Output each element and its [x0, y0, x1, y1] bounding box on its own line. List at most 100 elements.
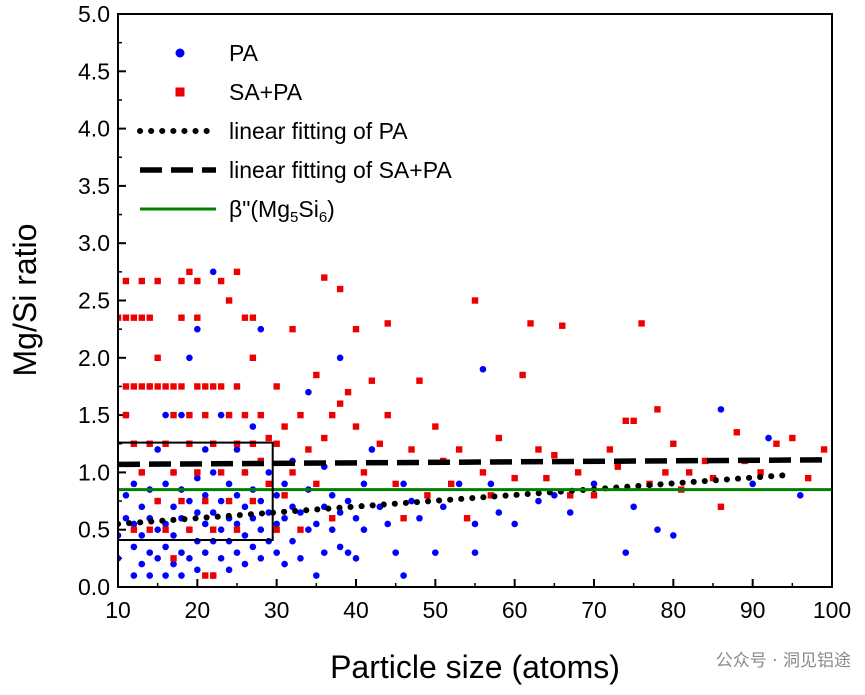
x-tick-label: 30: [264, 597, 290, 623]
sa-pa-point: [130, 314, 138, 321]
sa-pa-point: [614, 463, 621, 470]
x-tick-label: 50: [423, 597, 449, 623]
sa-pa-point: [122, 314, 130, 321]
sa-pa-point: [709, 474, 717, 482]
sa-pa-point: [210, 572, 217, 579]
legend-item: β"(Mg5Si6): [140, 196, 335, 226]
pa-point: [336, 543, 344, 551]
pa-point: [217, 526, 225, 533]
sa-pa-point: [297, 411, 304, 419]
sa-pa-point: [130, 526, 138, 533]
sa-pa-point: [495, 434, 502, 442]
x-tick-label: 80: [661, 597, 687, 623]
pa-point: [249, 423, 257, 430]
pa-point: [622, 549, 630, 556]
sa-pa-point: [590, 492, 598, 499]
pa-point: [130, 572, 138, 579]
pa-point: [495, 509, 503, 516]
sa-pa-point: [257, 411, 264, 419]
legend-item: linear fitting of SA+PA: [140, 157, 452, 183]
sa-pa-point: [154, 354, 161, 361]
legend-square-marker: [175, 87, 185, 97]
sa-pa-point: [654, 406, 661, 413]
sa-pa-point: [622, 417, 629, 425]
highlight-box: [118, 441, 274, 542]
pa-point: [471, 549, 479, 556]
sa-pa-point: [241, 411, 249, 419]
pa-point: [201, 492, 209, 499]
pa-point: [122, 514, 130, 522]
pa-point: [154, 446, 161, 453]
x-axis-title: Particle size (atoms): [330, 649, 620, 685]
sa-pa-point: [313, 371, 320, 379]
pa-point: [368, 446, 376, 453]
pa-point: [209, 509, 217, 516]
pa-point: [416, 514, 423, 522]
legend-label-text: SA+PA: [229, 79, 303, 105]
x-tick-label: 90: [740, 597, 766, 623]
sa-pa-point: [233, 383, 241, 390]
sa-pa-point: [432, 423, 439, 430]
pa-point: [138, 532, 146, 539]
pa-point: [186, 497, 193, 505]
pa-point: [154, 526, 161, 533]
sa-pa-point: [360, 469, 368, 476]
sa-pa-point: [170, 555, 177, 562]
pa-point: [225, 537, 233, 545]
pa-point: [130, 520, 138, 528]
pa-point: [178, 411, 185, 419]
pa-point: [201, 520, 209, 528]
sa-pa-point: [701, 457, 709, 465]
sa-pa-point: [321, 434, 328, 442]
sa-pa-point: [162, 383, 169, 390]
pa-point: [225, 480, 233, 488]
sa-pa-point: [511, 474, 518, 482]
sa-pa-point: [329, 411, 336, 419]
pa-point: [241, 503, 249, 511]
pa-point: [130, 480, 138, 488]
pa-point: [670, 532, 677, 539]
pa-point: [535, 497, 542, 505]
sa-pa-point: [519, 371, 526, 379]
sa-pa-point: [757, 469, 764, 476]
sa-pa-point: [138, 277, 145, 285]
sa-pa-point: [241, 469, 249, 476]
sa-pa-point: [313, 480, 320, 488]
sa-pa-point: [170, 411, 177, 419]
pa-point: [170, 560, 177, 568]
sa-pa-point: [225, 497, 233, 505]
tick-labels: 10 20 30 40 50 60 70 80 90 100 0.0 0.5 1.0 1.5 2.0 2.5 3…: [78, 1, 851, 623]
pa-point: [313, 520, 320, 528]
pa-point: [146, 549, 154, 556]
pa-point: [717, 406, 725, 413]
sa-pa-point: [408, 446, 415, 453]
sa-pa-point: [329, 515, 336, 522]
sa-pa-point: [344, 388, 352, 396]
sa-pa-point: [146, 383, 153, 390]
sa-pa-point: [146, 526, 153, 533]
sa-pa-point: [162, 526, 169, 533]
pa-point: [265, 509, 273, 516]
pa-point: [162, 572, 169, 579]
sa-pa-point: [146, 314, 153, 321]
pa-point: [344, 497, 352, 505]
sa-pa-point: [543, 474, 550, 482]
sa-pa-point: [186, 440, 193, 447]
x-tick-label: 100: [813, 597, 851, 623]
sa-pa-point: [321, 274, 328, 281]
pa-point: [130, 543, 138, 551]
pa-point: [273, 492, 280, 499]
sa-pa-point: [630, 417, 637, 425]
pa-point: [170, 532, 177, 539]
sa-pa-point: [305, 446, 312, 453]
legend-circle-marker: [175, 48, 185, 58]
pa-point: [384, 520, 392, 528]
sa-pa-point: [210, 526, 217, 533]
pa-point: [408, 497, 415, 505]
pa-point: [328, 526, 336, 533]
sa-pa-point: [352, 325, 360, 333]
x-tick-label: 70: [581, 597, 607, 623]
pa-point: [225, 566, 233, 574]
pa-point: [249, 543, 257, 551]
